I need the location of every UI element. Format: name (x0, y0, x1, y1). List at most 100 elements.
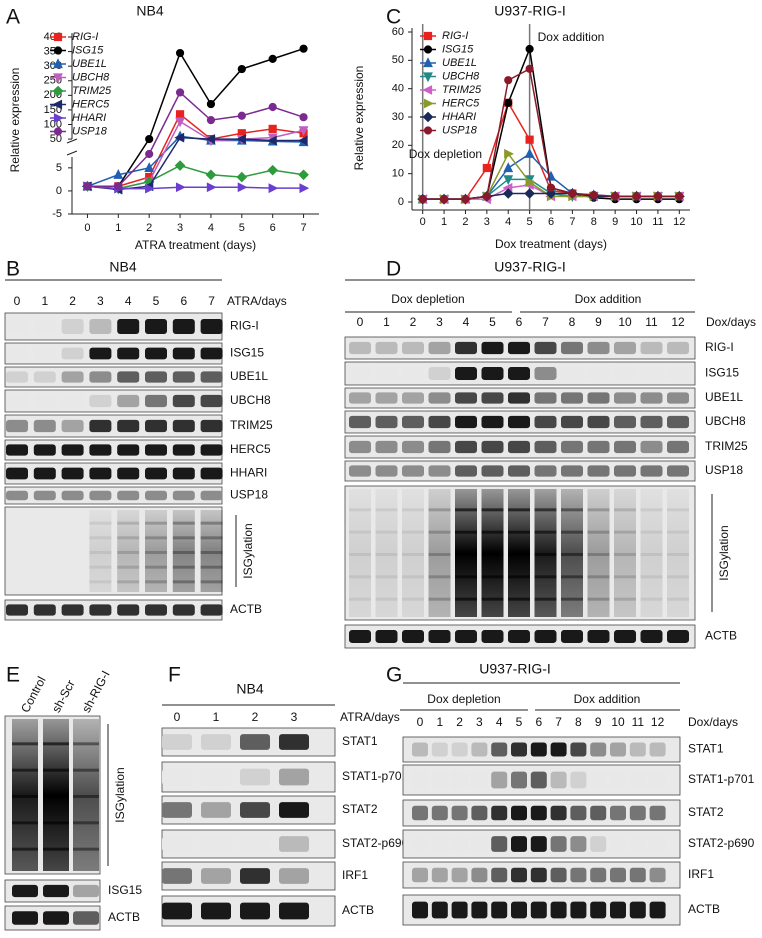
smear-band (349, 530, 371, 534)
chart-title: NB4 (136, 3, 163, 19)
band (667, 341, 689, 355)
band (491, 901, 508, 919)
band (412, 742, 428, 757)
blot-row (402, 861, 681, 889)
smear-band (614, 575, 636, 579)
band (451, 836, 468, 852)
band (590, 805, 607, 821)
row-label: HHARI (230, 466, 267, 480)
band (610, 901, 626, 919)
marker (114, 182, 123, 191)
blot-row (4, 486, 223, 505)
band (117, 394, 140, 408)
band (375, 630, 398, 643)
smear-band (614, 530, 636, 534)
blot-row (161, 795, 336, 825)
marker (504, 76, 513, 85)
x-tick-label: 9 (612, 216, 618, 228)
marker (525, 135, 534, 144)
band (428, 341, 451, 355)
y-tick-label: 30 (392, 111, 404, 123)
smear-band (200, 580, 223, 584)
lane-label: 4 (496, 715, 503, 729)
band (145, 444, 167, 456)
band (629, 742, 646, 757)
row-label: ACTB (688, 902, 720, 916)
row-label: STAT2-p690 (342, 836, 409, 850)
band (33, 444, 56, 456)
band (162, 836, 192, 852)
band (402, 415, 424, 429)
blot-title: U937-RIG-I (494, 259, 566, 275)
marker (482, 192, 491, 201)
blot-title: U937-RIG-I (479, 661, 551, 677)
marker (113, 169, 124, 179)
band (200, 490, 223, 501)
band (240, 836, 270, 852)
smear (89, 510, 112, 592)
band (511, 742, 527, 757)
x-tick-label: 0 (420, 216, 426, 228)
band (61, 604, 84, 616)
band (240, 902, 270, 920)
marker (236, 134, 246, 144)
smear-band (534, 553, 557, 556)
band (89, 604, 112, 616)
smear-band (73, 795, 99, 798)
band (349, 392, 371, 404)
band (570, 867, 587, 883)
band (570, 836, 587, 852)
x-tick-label: 5 (239, 222, 245, 234)
smear-band (614, 553, 636, 556)
band (587, 341, 610, 355)
lane-axis-label: Dox/days (706, 315, 756, 329)
marker (546, 183, 556, 192)
marker (268, 102, 277, 112)
smear-band (375, 575, 398, 579)
band (200, 467, 223, 480)
band (534, 440, 557, 454)
band (6, 604, 28, 616)
lane-label: 1 (213, 710, 220, 724)
band (73, 911, 99, 925)
smear-band (455, 575, 477, 579)
marker (145, 134, 154, 144)
band (590, 836, 607, 852)
band (6, 467, 28, 480)
band (667, 415, 689, 429)
row-label: TRIM25 (230, 418, 273, 432)
marker (53, 58, 63, 69)
lane-label: 11 (645, 315, 658, 329)
lane-label: 2 (410, 315, 417, 329)
band (587, 465, 610, 477)
marker (423, 31, 433, 41)
y-tick-label: -5 (52, 208, 62, 220)
marker (423, 126, 433, 135)
band (587, 440, 610, 454)
x-tick-label: 8 (591, 216, 597, 228)
band (431, 836, 448, 852)
legend-label: USP18 (72, 125, 108, 137)
smear-band (145, 521, 167, 525)
legend-label: RIG-I (442, 30, 468, 42)
smear-band (145, 551, 167, 554)
band (570, 742, 587, 757)
band (412, 771, 428, 789)
band (117, 444, 140, 456)
band (550, 836, 567, 852)
band (451, 805, 468, 821)
band (481, 367, 504, 380)
band (614, 440, 636, 454)
smear-band (117, 565, 140, 569)
smear-band (73, 768, 99, 772)
smear-band (561, 553, 583, 556)
band (667, 392, 689, 404)
smear-band (145, 536, 167, 540)
smear (614, 489, 636, 617)
blot-row (4, 506, 223, 596)
row-label: ISGylation (241, 523, 255, 578)
lane-label: 0 (174, 710, 181, 724)
band (550, 901, 567, 919)
marker (53, 32, 63, 42)
lane-axis-label: ATRA/days (227, 294, 287, 308)
